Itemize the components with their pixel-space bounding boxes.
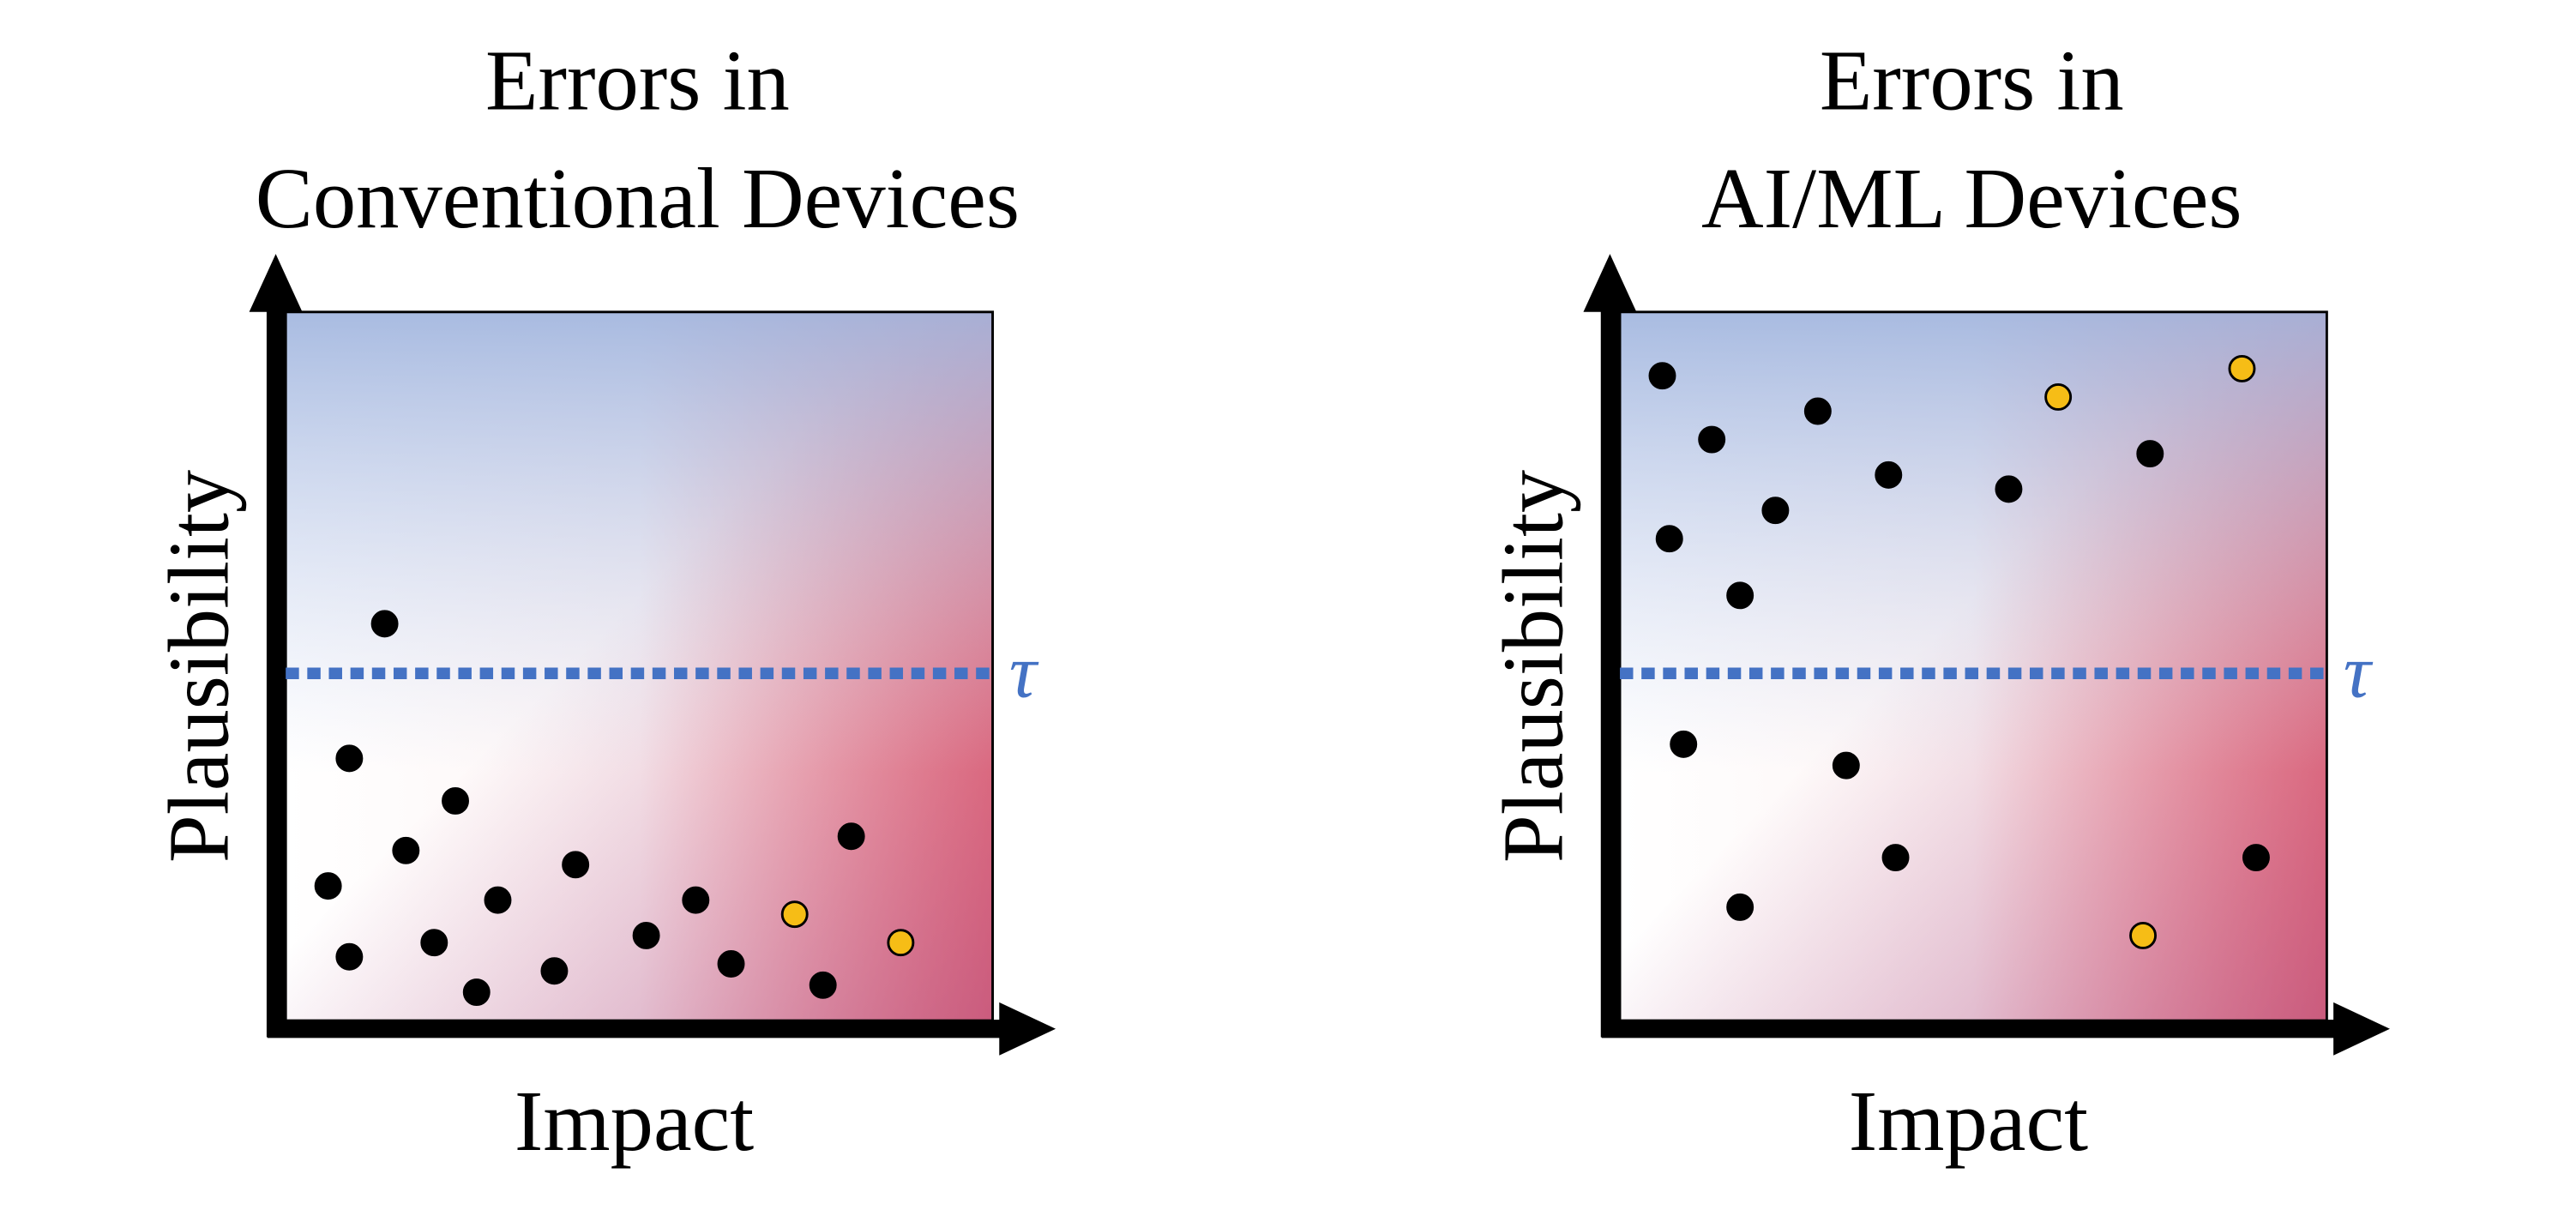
y-axis-label: Plausibility [1484,470,1580,863]
data-point [632,921,660,949]
data-point [1881,844,1910,872]
data-point [1803,397,1832,425]
data-point [1698,425,1726,454]
data-point [1655,525,1683,553]
data-point [809,971,837,999]
data-point [540,957,569,985]
data-point [717,950,745,978]
data-point [314,872,342,900]
x-axis-label: Impact [1849,1073,2088,1169]
data-point [1995,475,2023,503]
threshold-label: τ [2344,629,2374,713]
data-point [335,942,364,971]
data-point [837,822,865,851]
plot-background [1620,311,2327,1021]
data-point [1726,581,1754,610]
data-point [2242,844,2270,872]
data-point [370,610,399,638]
data-point [392,836,420,864]
chart-title: Errors in [485,33,790,129]
data-point [420,929,448,957]
plot-background [286,311,993,1021]
x-axis-arrow [999,1002,1056,1056]
chart-title: Conventional Devices [256,150,1020,246]
data-point [780,900,809,929]
x-axis-arrow [2333,1002,2390,1056]
data-point [442,786,469,815]
chart-panel: Errors in Conventional Devices Impact Plaus… [150,33,1056,1169]
y-axis-arrow [249,254,303,312]
data-point [887,929,915,957]
data-point [1875,460,1903,489]
data-point [462,978,491,1007]
data-point [562,851,590,879]
x-axis-label: Impact [515,1073,754,1169]
data-point [1761,497,1790,525]
data-point [1648,362,1676,390]
data-point [682,886,710,914]
data-point [335,744,364,773]
data-point [2228,354,2256,382]
data-point [2044,382,2073,411]
data-point [2129,921,2158,949]
data-point [1670,730,1698,758]
data-point [1726,893,1754,921]
threshold-label: τ [1009,629,1039,713]
data-point [2136,440,2164,468]
chart-title: Errors in [1820,33,2124,129]
y-axis-arrow [1583,254,1637,312]
data-point [1832,751,1860,780]
chart-title: AI/ML Devices [1701,150,2242,246]
chart-panel: Errors in AI/ML Devices Impact Plausibility… [1484,33,2390,1169]
data-point [484,886,512,914]
y-axis-label: Plausibility [150,470,246,863]
